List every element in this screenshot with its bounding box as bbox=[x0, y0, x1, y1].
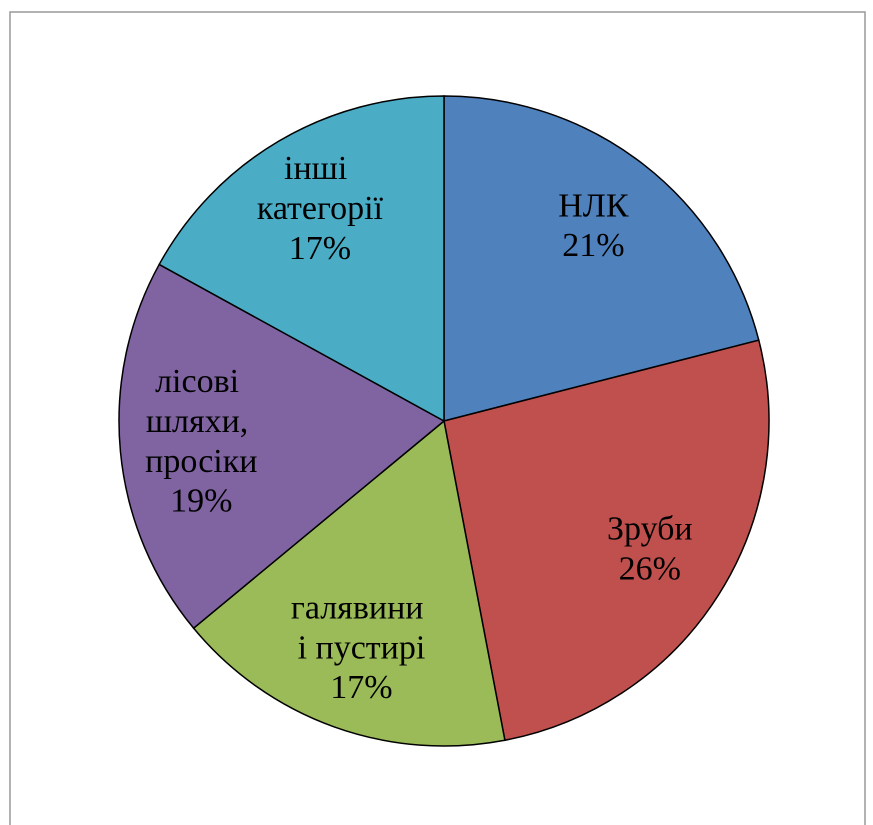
slice-value-label: 17% bbox=[330, 669, 392, 706]
slice-label-line: НЛК bbox=[558, 187, 629, 224]
slice-label-line: галявини bbox=[291, 589, 432, 626]
pie-slice bbox=[443, 95, 760, 422]
slice-label-line: просіки bbox=[145, 443, 257, 480]
slice-label: НЛК bbox=[558, 187, 629, 224]
slice-label: інші категорії bbox=[257, 150, 384, 227]
slice-value-label: 17% bbox=[289, 230, 351, 267]
pie-slice bbox=[158, 95, 445, 423]
slice-label: Зруби bbox=[607, 510, 693, 547]
slice-value-label: 21% bbox=[562, 227, 624, 264]
slice-label-line: і пустирі bbox=[298, 629, 426, 666]
slice-label-line: лісові bbox=[155, 363, 248, 400]
slice-value-label: 19% bbox=[170, 483, 232, 520]
chart-frame bbox=[9, 11, 866, 825]
pie-slice bbox=[118, 263, 446, 630]
slice-label: галявини і пустирі bbox=[291, 589, 432, 666]
slice-label-line: шляхи, bbox=[146, 403, 257, 440]
pie-slice bbox=[192, 419, 506, 747]
slice-label-line: інші bbox=[284, 150, 356, 187]
pie-slice bbox=[443, 339, 770, 742]
slice-label: лісові шляхи, просіки bbox=[145, 363, 257, 480]
slice-value-label: 26% bbox=[619, 550, 681, 587]
slice-label-line: Зруби bbox=[607, 510, 693, 547]
slice-label-line: категорії bbox=[257, 190, 384, 227]
